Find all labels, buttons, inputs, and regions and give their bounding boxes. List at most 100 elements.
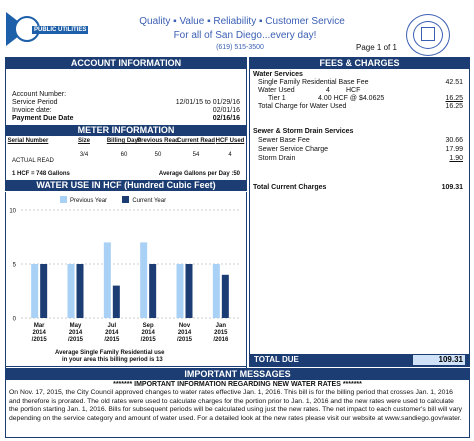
legend-swatch-previous: [60, 196, 67, 203]
bar-current-year: [76, 264, 84, 318]
sewer-base-label: Sewer Base Fee: [258, 137, 310, 144]
messages-subtitle: ******* IMPORTANT INFORMATION REGARDING …: [113, 381, 362, 388]
tagline: Quality ▪ Value ▪ Reliability ▪ Customer…: [139, 16, 345, 27]
x-tick-label: /2015: [177, 337, 193, 343]
bar-current-year: [40, 264, 48, 318]
meter-information-section: METER INFORMATION: [5, 125, 247, 136]
bar-previous-year: [140, 242, 148, 318]
meter-footnote-avg: Average Gallons per Day :50: [158, 171, 240, 177]
fees-charges-title: FEES & CHARGES: [250, 58, 469, 69]
x-tick-label: 2014: [178, 330, 192, 336]
bar-previous-year: [103, 242, 111, 318]
avg-usage-note-line1: Average Single Family Residential use: [55, 350, 165, 356]
legend-current-label: Current Year: [132, 198, 167, 204]
total-current-label: Total Current Charges: [253, 184, 327, 191]
meter-read-type: ACTUAL READ: [12, 158, 54, 164]
bar-current-year: [185, 264, 193, 318]
bar-current-year: [112, 285, 120, 318]
sewer-service-value: 17.99: [445, 146, 463, 153]
service-period-label: Service Period: [12, 99, 58, 106]
meter-column-header: HCF Used: [215, 138, 245, 144]
x-tick-label: 2015: [214, 330, 228, 336]
x-tick-label: /2015: [104, 337, 120, 343]
meter-column-value: 60: [120, 152, 128, 158]
account-number-label: Account Number:: [12, 91, 67, 98]
x-tick-label: Jul: [107, 323, 116, 329]
total-due-label: TOTAL DUE: [254, 355, 299, 364]
water-used-qty: 4: [326, 87, 330, 94]
x-tick-label: Nov: [179, 323, 191, 329]
invoice-date-value: 02/01/16: [212, 107, 240, 114]
x-tick-label: Sep: [143, 323, 154, 329]
messages-body: On Nov. 17, 2015, the City Council appro…: [9, 389, 463, 422]
x-tick-label: 2014: [105, 330, 119, 336]
total-due-amount: 109.31: [413, 355, 465, 365]
bar-previous-year: [176, 264, 184, 318]
y-tick-label: 10: [9, 209, 16, 215]
payment-due-value: 02/16/16: [212, 115, 240, 122]
invoice-date-label: Invoice date:: [12, 107, 52, 114]
water-use-section: WATER USE IN HCF (Hundred Cubic Feet): [5, 180, 247, 191]
x-tick-label: May: [70, 323, 82, 329]
bar-previous-year: [212, 264, 220, 318]
sewer-service-label: Sewer Service Charge: [258, 146, 329, 153]
service-period-value: 12/01/15 to 01/29/16: [175, 99, 240, 106]
meter-table: Serial Number Size 3/4 Billing Days 60 Previo…: [5, 136, 247, 180]
tier-label: Tier 1: [268, 95, 286, 102]
meter-column-value: 4: [228, 152, 232, 158]
x-tick-label: /2015: [32, 337, 48, 343]
water-use-chart: 0510Mar2014/2015May2014/2015Jul2014/2015…: [9, 209, 239, 343]
meter-column-header: Current Read: [176, 138, 215, 144]
x-tick-label: /2015: [141, 337, 157, 343]
meter-footnote-gallons: 1 HCF = 748 Gallons: [12, 171, 70, 177]
water-used-label: Water Used: [258, 87, 295, 94]
bar-current-year: [149, 264, 157, 318]
meter-column-header: Serial Number: [7, 138, 49, 144]
account-information-section: ACCOUNT INFORMATION Account Number: Serv…: [5, 57, 247, 127]
total-water-value: 16.25: [445, 103, 463, 110]
meter-column-header: Billing Days: [106, 138, 142, 144]
avg-usage-note-line2: in your area this billing period is 13: [62, 357, 163, 363]
legend-previous-label: Previous Year: [70, 198, 108, 204]
storm-drain-value: 1.90: [449, 155, 463, 162]
bar-current-year: [221, 274, 229, 318]
total-due-bar: TOTAL DUE 109.31: [250, 354, 469, 366]
water-use-title: WATER USE IN HCF (Hundred Cubic Feet): [5, 180, 247, 191]
x-tick-label: /2016: [213, 337, 229, 343]
tier-detail: 4.00 HCF @ $4.0625: [318, 95, 385, 102]
chart-bottom-border: [5, 366, 247, 367]
important-messages-title: IMPORTANT MESSAGES: [6, 369, 469, 380]
water-use-chart-area: [5, 192, 247, 368]
storm-drain-label: Storm Drain: [258, 155, 296, 162]
x-tick-label: 2014: [141, 330, 155, 336]
meter-column-header: Previous Read: [137, 138, 179, 144]
x-tick-label: Jan: [216, 323, 227, 329]
chart-legend: Previous Year Current Year: [60, 196, 166, 204]
sewer-heading: Sewer & Storm Drain Services: [253, 128, 354, 135]
meter-column-value: 3/4: [79, 152, 89, 158]
fees-charges-section: FEES & CHARGES Water Services Single Fam…: [249, 57, 470, 367]
logo-text: PUBLIC UTILITIES: [32, 26, 89, 34]
base-fee-value: 42.51: [445, 79, 463, 86]
water-used-unit: HCF: [346, 87, 361, 94]
subline: For all of San Diego...every day!: [173, 30, 317, 41]
meter-column-header: Size: [77, 138, 90, 144]
legend-swatch-current: [122, 196, 130, 203]
payment-due-label: Payment Due Date: [12, 115, 74, 122]
base-fee-label: Single Family Residential Base Fee: [258, 79, 369, 86]
total-current-value: 109.31: [441, 184, 463, 191]
page-number: Page 1 of 1: [356, 43, 397, 52]
meter-information-title: METER INFORMATION: [5, 125, 247, 136]
x-tick-label: /2015: [68, 337, 84, 343]
city-seal-icon: [406, 14, 450, 56]
y-tick-label: 5: [13, 263, 17, 269]
total-water-label: Total Charge for Water Used: [258, 103, 347, 110]
y-tick-label: 0: [13, 317, 17, 323]
x-tick-label: 2014: [32, 330, 46, 336]
bar-previous-year: [67, 264, 75, 318]
meter-column-value: 54: [192, 152, 200, 158]
tier-amount: 16.25: [445, 95, 463, 102]
meter-column-value: 50: [154, 152, 162, 158]
x-tick-label: Mar: [34, 323, 45, 329]
sewer-base-value: 30.66: [445, 137, 463, 144]
